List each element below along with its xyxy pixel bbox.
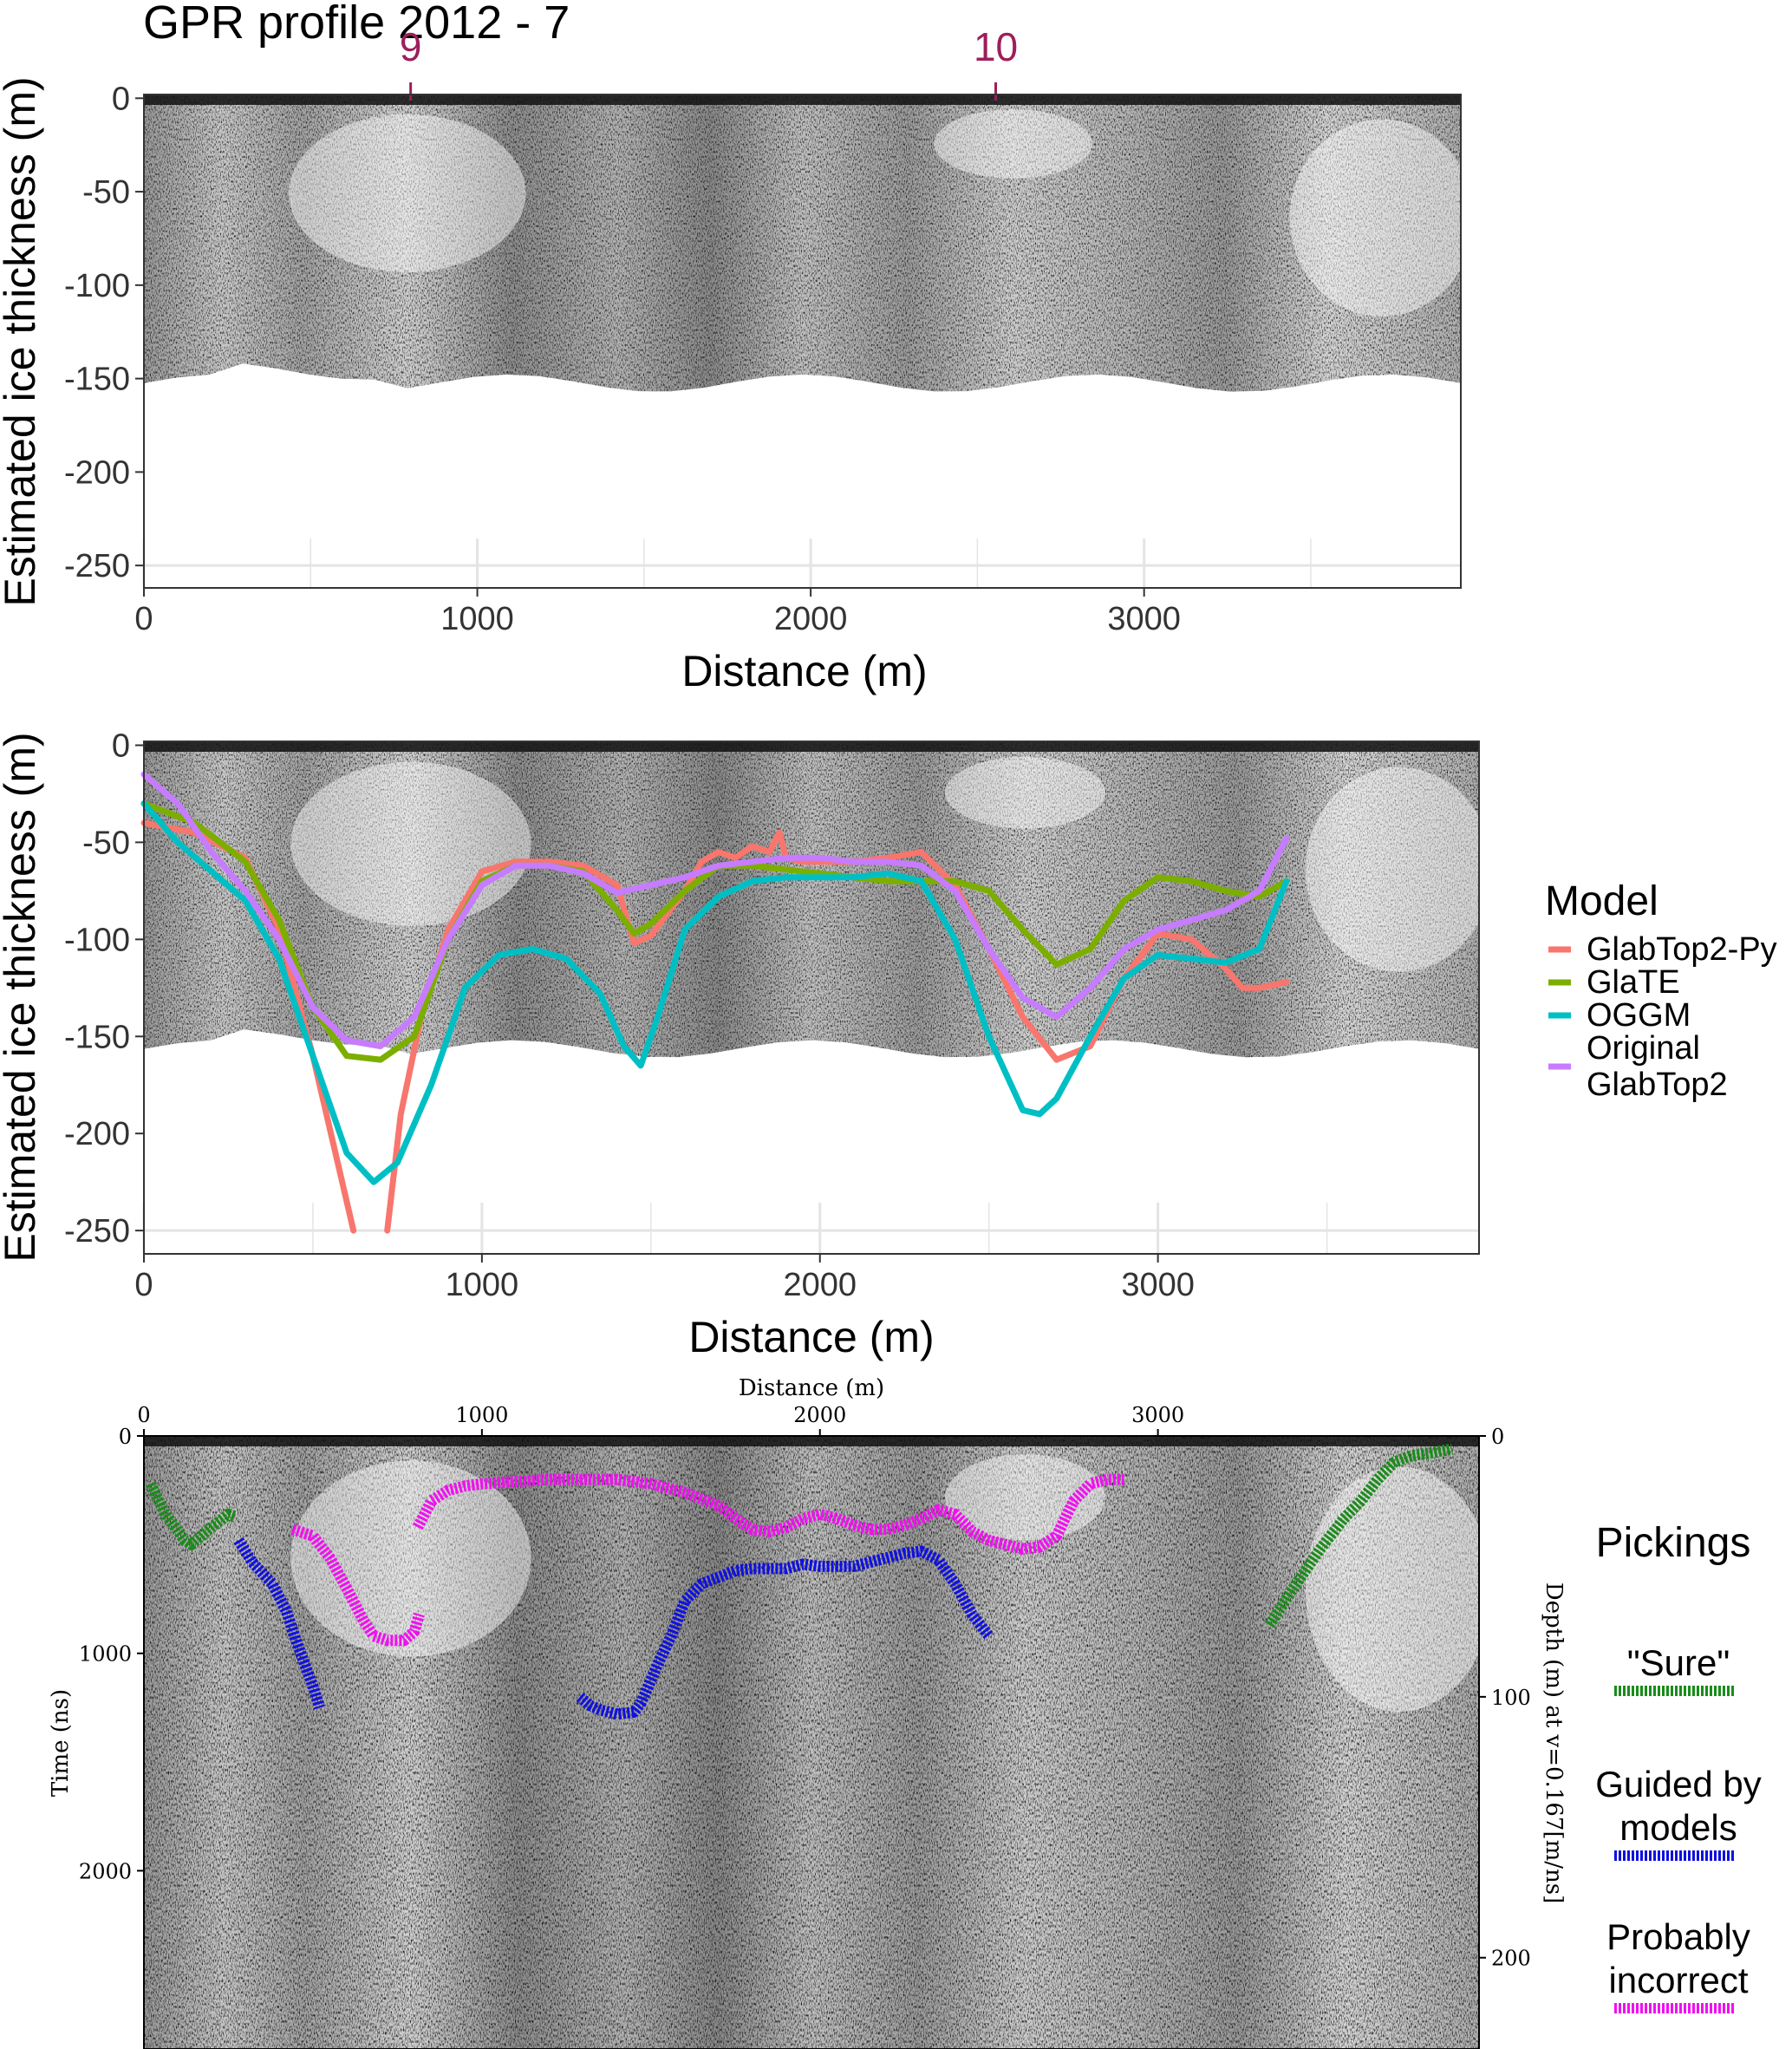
radargram-noise [144,95,1461,392]
legend-label: Original [1587,1030,1700,1067]
x-tick-label: 1000 [446,1267,519,1303]
y-axis-title: Estimated ice thickness (m) [0,732,44,1262]
series-line-oggm [140,800,1290,1185]
pickings [145,1443,1453,1720]
y2-tick-label: 100 [1491,1686,1531,1710]
panel-middle: 0 1000 2000 3000 0 -50 -100 -150 -200 -250 Distan… [0,728,1777,1361]
y-tick-label: 1000 [79,1642,132,1667]
picking-trace [290,1524,425,1647]
radargram [144,95,1461,392]
radargram-background [144,741,1479,1254]
series-line-original-glabtop2 [140,771,1290,1049]
legend-title: Model [1545,878,1658,924]
plot-frame [143,741,1480,1255]
chart-title: GPR profile 2012 - 7 [143,0,570,49]
marker-label: 10 [974,24,1018,69]
surface-band [144,741,1479,752]
x-axis-title: Distance (m) [739,1375,884,1401]
y-tick-label: -250 [64,1213,130,1250]
bright-zone [945,1454,1105,1541]
x-tick-label: 3000 [1131,1403,1184,1427]
y-tick-label: -150 [64,1019,130,1055]
x-tick-label: 2000 [793,1403,846,1427]
surface-band [144,1436,1479,1446]
y-tick-label: -200 [64,1116,130,1152]
radargram-background [144,1436,1479,2049]
x-tick-label: 0 [134,601,153,637]
x-tick-label: 2000 [774,601,848,637]
radargram-noise [144,1436,1479,2049]
y2-tick-label: 200 [1491,1947,1531,1971]
bright-zone [1289,119,1461,317]
x-tick-label: 1000 [440,601,514,637]
x-tick-label: 1000 [455,1403,508,1427]
bright-zone [1305,1466,1479,1713]
x-tick-label: 3000 [1121,1267,1195,1303]
y-axis-title: Time (ns) [48,1689,74,1797]
legend-label: Guided by [1595,1764,1761,1804]
picking-trace [413,1473,1124,1555]
x-tick-label: 3000 [1107,601,1181,637]
legend-label: Probably [1606,1916,1750,1957]
x-axis-title: Distance (m) [681,647,927,695]
plot-frame [143,1435,1480,2049]
panel-bottom: 0 1000 2000 3000 0 1000 2000 0 100 200 Distance (… [48,1375,1762,2049]
legend-label: incorrect [1608,1960,1748,2000]
y-tick-label: 0 [112,81,130,117]
surface-band [144,95,1461,105]
radargram [144,1436,1479,2049]
y-tick-label: 0 [119,1425,132,1449]
radargram-noise [144,741,1479,1058]
axis-ticks: 0 1000 2000 3000 0 -50 -100 -150 -200 -250 [64,81,1181,637]
legend-label: GlabTop2 [1587,1067,1728,1103]
picking-trace [576,1545,994,1720]
radargram-background [144,95,1461,588]
marker-label: 9 [400,24,422,69]
y-tick-label: 0 [112,728,130,764]
x-tick-label: 0 [137,1403,150,1427]
y-tick-label: -100 [64,268,130,304]
marker-annotations: 9 10 [400,24,1018,101]
bright-zone [1305,767,1479,972]
y-tick-label: -50 [82,825,130,861]
legend-label: models [1619,1807,1737,1848]
y-axis-title: Estimated ice thickness (m) [0,76,44,606]
bright-zone [290,761,531,926]
bright-zone [289,114,526,272]
bright-zone [945,756,1105,829]
bright-zone [934,109,1092,179]
y-tick-label: -50 [82,174,130,211]
legend-label: GlabTop2-Py [1587,931,1777,968]
y-tick-label: -100 [64,922,130,958]
x-tick-label: 2000 [783,1267,857,1303]
y-tick-label: -250 [64,548,130,584]
model-lines [140,771,1290,1234]
picking-trace [233,1537,325,1710]
x-axis-title: Distance (m) [688,1313,934,1361]
legend-label: OGGM [1587,997,1691,1034]
axis-ticks: 0 1000 2000 3000 0 1000 2000 0 100 200 [79,1403,1531,1971]
y-tick-label: -200 [64,454,130,491]
y-tick-label: 2000 [79,1859,132,1883]
legend-label: GlaTE [1587,964,1680,1001]
panel-top: GPR profile 2012 - 7 9 10 0 1000 2000 30000-… [0,0,1462,695]
axis-ticks: 0 1000 2000 3000 0 -50 -100 -150 -200 -250 [64,728,1195,1303]
x-tick-label: 0 [134,1267,153,1303]
legend-model: Model GlabTop2-PyGlaTEOGGMOriginalGlabTo… [1545,878,1777,1103]
bright-zone [290,1460,531,1657]
legend-title: Pickings [1596,1520,1751,1566]
y2-tick-label: 0 [1491,1425,1504,1449]
y-tick-label: -150 [64,362,130,398]
plot-frame [143,94,1462,589]
legend-label: "Sure" [1627,1642,1730,1683]
picking-trace [145,1481,238,1550]
y2-axis-title: Depth (m) at v=0.167[m/ns] [1541,1582,1567,1903]
